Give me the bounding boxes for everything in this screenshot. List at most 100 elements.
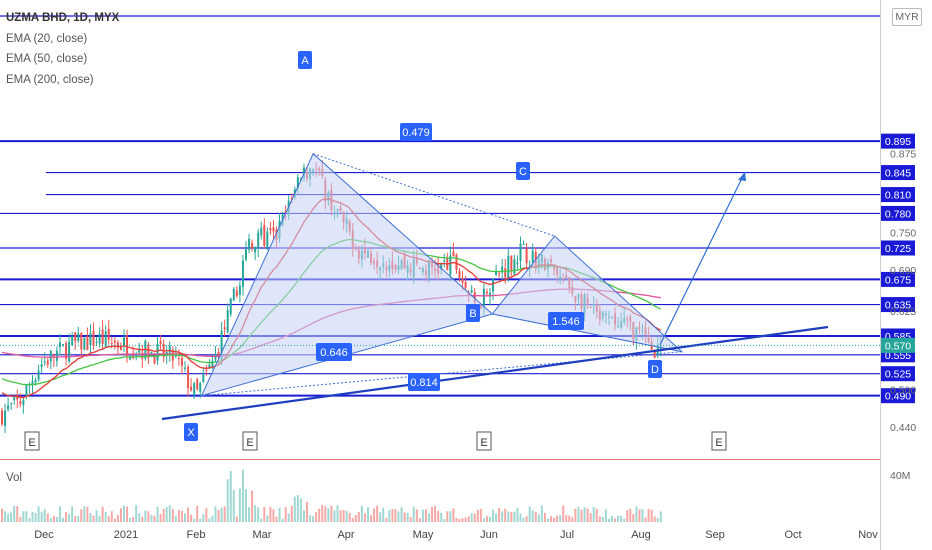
volume-bar [556,515,559,522]
level-tag-text: 0.810 [885,190,911,202]
volume-bar [485,516,488,522]
level-tag-text: 0.635 [885,300,911,312]
candle-body [513,259,516,275]
volume-bar [638,509,641,522]
volume-bar [278,507,281,522]
volume-bar [31,511,34,522]
volume-bar [62,517,64,522]
volume-bar [10,512,13,522]
volume-bar [492,509,495,522]
candle-body [184,367,186,369]
volume-bar [16,506,19,522]
candle-body [470,290,473,293]
projection-arrow [738,172,746,181]
event-marker: E [476,431,492,451]
volume-bar [428,513,430,522]
candle-body [193,383,196,396]
volume-bar [513,511,516,522]
candle-body [74,332,77,342]
candle-body [199,382,202,393]
volume-bar [241,469,244,522]
price-tick: 0.440 [890,422,916,434]
candle-body [113,340,116,343]
candle-body [461,278,464,283]
volume-bar [86,506,89,522]
candle-body [62,344,64,346]
candle-body [202,374,205,382]
candle-body [232,288,235,301]
candle-body [177,357,180,359]
volume-bar [238,488,241,522]
pattern-point-C: C [516,162,530,180]
volume-bar [601,517,604,522]
candle-body [525,248,528,264]
volume-bar [55,517,58,522]
volume-bar [626,510,629,522]
pattern-point-C-text: C [519,166,527,178]
volume-bar [315,512,318,522]
price-tick: 0.625 [890,306,916,318]
level-tag: 0.845 [881,165,915,181]
volume-bar [501,511,504,522]
harmonic-pattern [200,152,684,397]
volume-bar [144,510,147,522]
level-tag-text: 0.845 [885,168,911,180]
volume-bar [614,518,617,522]
candle-body [10,402,13,404]
volume-bar [568,515,571,522]
pattern-ratio-text: 1.546 [552,316,580,328]
currency-button[interactable]: MYR [892,8,922,26]
volume-bar [409,517,412,522]
level-tag-text: 0.895 [885,136,911,148]
volume-bar [339,510,342,522]
ratio-line-ac [313,153,555,237]
volume-bar [418,518,421,522]
volume-bar [379,512,382,522]
volume-bar [119,508,122,522]
volume-bar [574,508,577,522]
candle-body [31,381,34,386]
candle-body [296,177,299,189]
volume-bar [77,515,80,522]
volume-bar [123,505,125,522]
candle-body [220,330,223,361]
candle-body [501,266,504,273]
volume-bar [357,511,360,522]
volume-bar [177,510,180,522]
volume-bar [187,507,190,522]
volume-bar [153,515,156,522]
volume-bar [95,510,98,522]
volume-bar [440,512,443,522]
volume-bar [284,506,287,522]
level-tag-text: 0.525 [885,369,911,381]
pattern-ratio: 1.546 [548,312,584,330]
volume-bar [34,513,37,522]
volume-bar [299,498,302,522]
volume-bar [46,513,49,522]
volume-bar [306,501,308,522]
candle-body [260,227,263,236]
volume-bar [504,508,507,522]
candle-body [86,335,89,350]
volume-bar [528,506,531,522]
volume-bar [342,509,345,522]
last-price-text: 0.570 [885,340,911,352]
volume-bar [257,507,260,522]
candle-body [46,360,49,365]
volume-bar [598,516,601,522]
candle-body [1,410,3,425]
volume-bar [604,509,607,522]
candle-body [68,341,71,362]
volume-bar [226,479,229,522]
volume-bar [312,516,315,522]
volume-bar [113,518,116,522]
volume-bar [540,505,543,522]
volume-bar [623,518,626,522]
pattern-point-B-text: B [469,308,476,320]
level-tag: 0.725 [881,240,915,256]
volume-bar [577,506,580,522]
candle-body [489,292,491,297]
volume-bar [293,496,296,522]
volume-bar [196,505,199,522]
